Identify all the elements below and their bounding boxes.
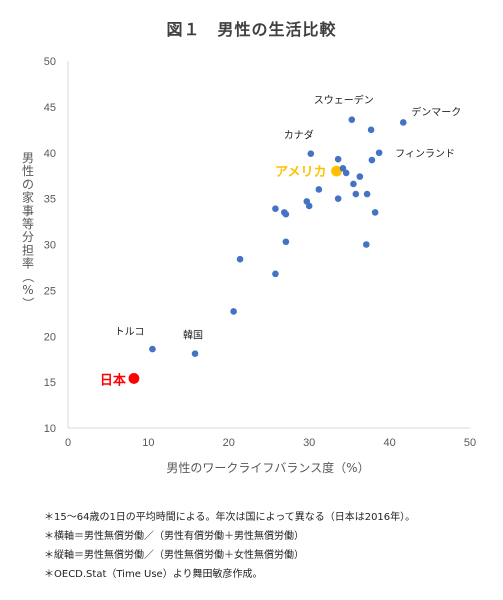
y-axis-title-char: 分	[22, 230, 34, 244]
data-point	[282, 238, 290, 246]
y-axis-title-char: ）	[21, 297, 35, 309]
point-label: トルコ	[115, 327, 145, 338]
data-point	[149, 345, 156, 353]
x-tick-label: 50	[464, 437, 476, 449]
point-label: カナダ	[284, 129, 314, 142]
point-label: 韓国	[183, 330, 203, 342]
data-points	[128, 116, 407, 384]
x-tick-label: 20	[223, 437, 235, 449]
y-axis-title-char: 率	[22, 256, 34, 271]
y-tick-label: 35	[44, 194, 56, 206]
data-point	[339, 165, 347, 172]
data-point	[363, 190, 371, 198]
data-point	[342, 169, 350, 177]
data-point	[399, 119, 407, 126]
chart-title: 図１ 男性の生活比較	[166, 20, 337, 39]
y-tick-label: 30	[44, 240, 56, 252]
footnote: ＊OECD.Stat（Time Use）より舞田敏彦作成。	[44, 569, 263, 580]
data-point	[371, 209, 379, 216]
data-point	[334, 155, 342, 163]
x-tick-label: 40	[383, 437, 395, 449]
y-tick-label: 45	[44, 102, 56, 114]
y-axis-title-char: %	[22, 283, 33, 297]
y-tick-label: 10	[44, 423, 56, 435]
data-point	[352, 190, 360, 198]
y-tick-label: 25	[44, 285, 56, 297]
footnote: ＊縦軸＝男性無償労働／（男性無償労働＋女性無償労働）	[44, 550, 304, 561]
data-point	[191, 350, 199, 357]
y-tick-label: 20	[44, 331, 56, 343]
point-label: スウェーデン	[314, 94, 374, 107]
data-point	[230, 308, 237, 315]
y-axis-title-char: の	[22, 177, 34, 191]
data-point	[334, 195, 342, 202]
footnotes: ＊15～64歳の1日の平均時間による。年次は国によって異なる（日本は2016年）…	[44, 508, 499, 584]
data-point	[236, 255, 244, 263]
scatter-plot: 0 10 20 30 40 50 10 15 20 25 30 35 40 45 50 日本 アメリカトルコ…	[21, 56, 476, 475]
data-point	[315, 186, 323, 193]
y-axis-title-char: 等	[22, 217, 34, 231]
x-tick-labels: 0 10 20 30 40 50	[65, 437, 476, 449]
y-tick-labels: 10 15 20 25 30 35 40 45 50	[44, 56, 56, 435]
y-tick-label: 50	[44, 56, 56, 68]
point-label: 日本	[100, 372, 126, 388]
y-tick-label: 40	[44, 148, 56, 160]
x-tick-label: 0	[65, 437, 71, 449]
data-point	[350, 180, 357, 188]
data-point	[307, 150, 315, 157]
data-point	[367, 126, 375, 134]
data-point	[348, 116, 356, 124]
data-point	[356, 173, 364, 180]
footnote: ＊15～64歳の1日の平均時間による。年次は国によって異なる（日本は2016年）…	[44, 512, 416, 523]
x-tick-label: 10	[142, 437, 154, 449]
data-point	[282, 210, 290, 218]
data-point	[368, 156, 376, 164]
data-point-usa	[331, 165, 342, 177]
point-label: フィンランド	[395, 148, 455, 160]
y-axis-title-char: 家	[22, 190, 34, 205]
data-point	[375, 149, 383, 157]
data-point	[305, 202, 313, 210]
axes	[67, 61, 470, 429]
y-axis-title-char: 担	[22, 243, 34, 257]
x-axis-title: 男性のワークライフバランス度（%）	[166, 460, 369, 475]
data-point	[362, 241, 370, 248]
data-point	[272, 270, 279, 278]
footnote: ＊横軸＝男性無償労働／（男性有償労働＋男性無償労働）	[44, 531, 304, 542]
y-axis-title-char: （	[21, 271, 35, 283]
y-axis-title-char: 性	[22, 164, 34, 178]
x-tick-label: 30	[303, 437, 315, 449]
point-label: デンマーク	[411, 105, 461, 118]
data-point	[272, 205, 279, 213]
point-label: アメリカ	[275, 165, 326, 180]
y-axis-title-char: 事	[22, 204, 34, 218]
y-axis-title-char: 男	[22, 151, 34, 165]
data-point-japan	[128, 373, 140, 384]
y-tick-label: 15	[44, 377, 56, 389]
